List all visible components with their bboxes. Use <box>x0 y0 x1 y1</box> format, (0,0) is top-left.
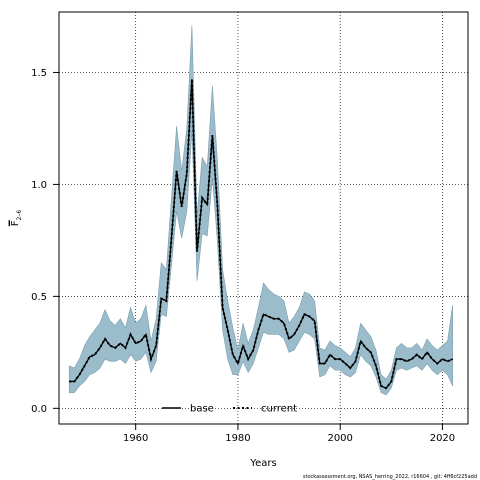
plot-frame <box>58 11 469 425</box>
y-axis: 0.0 0.5 1.0 1.5 <box>31 68 59 415</box>
y-axis-title-text: F2–6 <box>10 210 23 227</box>
x-tick-label: 1980 <box>225 433 250 444</box>
footer-text: stockassessment.org, NSAS_herring_2022, … <box>303 474 477 480</box>
legend-label-current: current <box>261 404 297 415</box>
y-axis-title-main: F <box>10 220 21 226</box>
confidence-band <box>68 25 453 396</box>
x-axis: 1960 1980 2000 2020 <box>123 424 455 444</box>
y-tick-label: 0.0 <box>31 404 47 415</box>
y-tick-label: 0.5 <box>31 292 47 303</box>
series-lines <box>69 79 454 390</box>
legend: base current <box>162 404 297 415</box>
x-tick-label: 2000 <box>327 433 352 444</box>
y-axis-title: F2–6 <box>8 210 23 227</box>
confidence-band-area <box>68 25 453 396</box>
y-axis-title-sub: 2–6 <box>16 210 23 221</box>
y-tick-label: 1.0 <box>31 180 47 191</box>
legend-label-base: base <box>190 404 214 415</box>
x-tick-label: 2020 <box>430 433 455 444</box>
y-axis-title-group: F2–6 <box>8 210 23 227</box>
y-tick-label: 1.5 <box>31 68 47 79</box>
series-line-current <box>69 79 454 390</box>
x-tick-label: 1960 <box>123 433 148 444</box>
x-axis-title: Years <box>249 458 276 469</box>
